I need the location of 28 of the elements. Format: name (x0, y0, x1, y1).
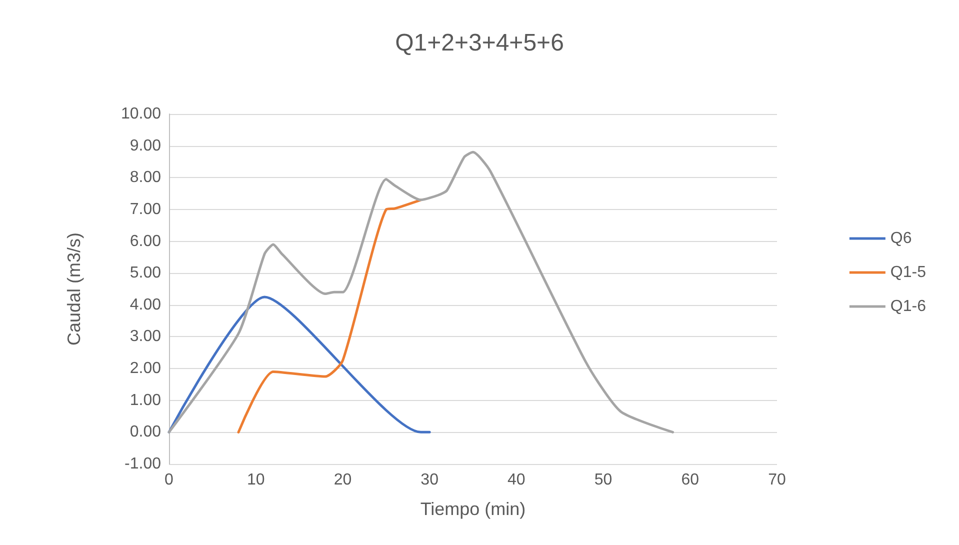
y-tick-label: 9.00 (130, 137, 162, 154)
y-axis-title: Caudal (m3/s) (64, 232, 84, 346)
x-tick-label: 0 (164, 472, 174, 488)
y-tick-label: 8.00 (130, 169, 162, 186)
legend-label: Q6 (890, 230, 912, 247)
y-tick-label: -1.00 (124, 456, 162, 472)
y-tick-label: 3.00 (130, 328, 162, 346)
x-tick-label: 30 (420, 472, 439, 488)
legend-label: Q1-6 (890, 298, 926, 315)
x-tick-label: 60 (681, 472, 700, 488)
y-tick-label: 5.00 (130, 264, 162, 282)
x-tick-label: 20 (334, 472, 352, 488)
x-tick-label: 70 (768, 472, 786, 488)
y-tick-label: 0.00 (130, 424, 162, 441)
x-tick-label: 10 (246, 472, 265, 488)
x-tick-label: 40 (508, 472, 526, 488)
y-tick-label: 4.00 (130, 296, 162, 314)
chart-title: Q1+2+3+4+5+6 (395, 30, 564, 56)
x-axis-title: Tiempo (min) (420, 499, 526, 519)
y-tick-label: 6.00 (130, 232, 162, 250)
y-tick-label: 7.00 (130, 200, 162, 218)
y-tick-label: 10.00 (120, 106, 162, 122)
y-tick-label: 1.00 (130, 392, 162, 409)
line-series (237, 198, 422, 434)
y-tick-label: 2.00 (130, 360, 162, 378)
legend-label: Q1-5 (890, 264, 926, 281)
x-tick-label: 50 (594, 472, 612, 488)
line-series (168, 150, 674, 434)
